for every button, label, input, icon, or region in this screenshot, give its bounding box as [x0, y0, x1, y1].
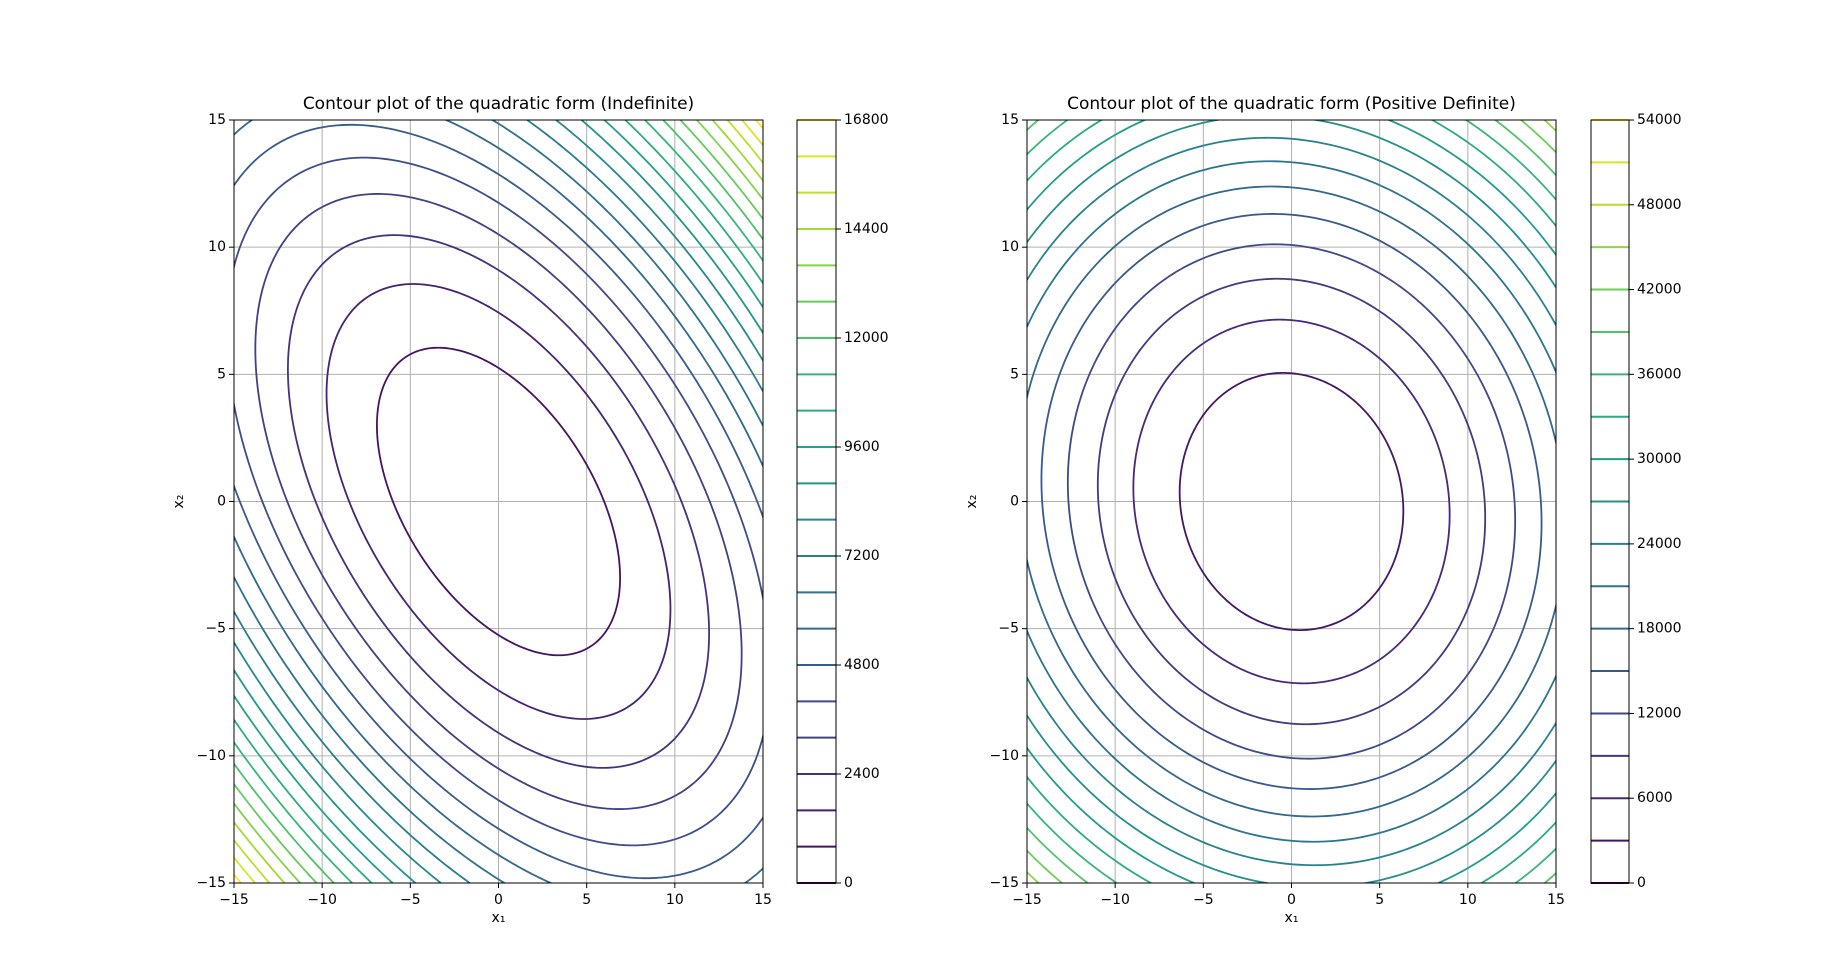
contour-line — [376, 346, 621, 657]
x-axis-label: x₁ — [1285, 910, 1299, 926]
contour-line — [1027, 120, 1556, 883]
y-tick-label: −10 — [196, 748, 226, 764]
contour-line — [1027, 136, 1556, 867]
y-tick-label: 5 — [217, 366, 226, 382]
axes-frame — [1026, 119, 1557, 884]
x-tick-label: 15 — [754, 892, 772, 908]
contour-line — [1066, 243, 1517, 760]
x-tick-label: 15 — [1547, 892, 1565, 908]
contour-line — [287, 234, 710, 769]
y-tick-label: 0 — [217, 494, 226, 510]
chart-title: Contour plot of the quadratic form (Inde… — [303, 94, 694, 114]
contour-line — [234, 120, 763, 883]
colorbar-tick-label: 12000 — [1637, 705, 1682, 721]
x-axis-label: x₁ — [492, 910, 506, 926]
x-tick-label: 5 — [1375, 892, 1384, 908]
y-tick-label: 10 — [1001, 239, 1019, 255]
colorbar-tick-label: 36000 — [1637, 366, 1682, 382]
y-tick-label: 15 — [208, 112, 226, 128]
contour-line — [234, 120, 763, 883]
colorbar-tick-label: 24000 — [1637, 536, 1682, 552]
colorbar-tick-label: 48000 — [1637, 197, 1682, 213]
x-tick-label: −15 — [219, 892, 249, 908]
contour-line — [1027, 160, 1556, 843]
colorbar-frame — [796, 119, 837, 884]
y-tick-label: 15 — [1001, 112, 1019, 128]
x-tick-label: −10 — [1100, 892, 1130, 908]
contour-line — [234, 120, 763, 883]
x-tick-label: −10 — [307, 892, 337, 908]
colorbar-tick-label: 30000 — [1637, 451, 1682, 467]
colorbar-frame — [1590, 119, 1630, 884]
contour-line — [234, 156, 763, 847]
colorbar-tick-label: 7200 — [844, 548, 880, 564]
y-axis-label: x₂ — [964, 495, 980, 509]
colorbar-tick-label: 18000 — [1637, 621, 1682, 637]
y-axis-label: x₂ — [171, 495, 187, 509]
y-tick-label: 10 — [208, 239, 226, 255]
colorbar-tick-label: 42000 — [1637, 282, 1682, 298]
contour-line — [1027, 185, 1556, 818]
x-tick-label: 0 — [494, 892, 503, 908]
colorbar-tick-label: 12000 — [844, 330, 889, 346]
contour-line — [234, 120, 763, 883]
contour-line — [1096, 277, 1487, 726]
colorbar-tick-label: 2400 — [844, 766, 880, 782]
colorbar-tick-label: 4800 — [844, 657, 880, 673]
colorbar-tick-label: 0 — [1637, 875, 1646, 891]
contour-line — [1040, 213, 1543, 790]
contour-line — [234, 120, 763, 883]
contour-line — [1027, 120, 1556, 883]
contour-line — [234, 120, 763, 883]
contour-line — [234, 123, 763, 880]
x-tick-label: 10 — [1459, 892, 1477, 908]
colorbar-tick-label: 14400 — [844, 221, 889, 237]
colorbar-tick-label: 16800 — [844, 112, 889, 128]
contour-line — [234, 120, 763, 883]
chart-title: Contour plot of the quadratic form (Posi… — [1067, 94, 1516, 114]
colorbar-tick-label: 0 — [844, 875, 853, 891]
contour-line — [1132, 318, 1451, 685]
contours — [1027, 120, 1556, 883]
x-tick-label: −15 — [1012, 892, 1042, 908]
x-tick-label: −5 — [1193, 892, 1214, 908]
contour-line — [234, 120, 763, 883]
contour-line — [254, 193, 743, 810]
y-tick-label: −5 — [205, 621, 226, 637]
contour-line — [234, 120, 763, 883]
x-tick-label: 0 — [1287, 892, 1296, 908]
y-tick-label: −10 — [989, 748, 1019, 764]
contours — [234, 120, 763, 883]
contour-line — [1178, 372, 1405, 631]
x-tick-label: 10 — [666, 892, 684, 908]
y-tick-label: −15 — [196, 875, 226, 891]
colorbar-tick-label: 9600 — [844, 439, 880, 455]
y-tick-label: −5 — [998, 621, 1019, 637]
contour-line — [325, 283, 672, 720]
x-tick-label: −5 — [400, 892, 421, 908]
contour-line — [234, 120, 763, 883]
contour-line — [234, 120, 763, 883]
contour-line — [1027, 120, 1556, 883]
contour-line — [234, 120, 763, 883]
x-tick-label: 5 — [582, 892, 591, 908]
y-tick-label: −15 — [989, 875, 1019, 891]
y-tick-label: 5 — [1010, 366, 1019, 382]
axes-frame — [233, 119, 764, 884]
colorbar-tick-label: 6000 — [1637, 790, 1673, 806]
colorbar-tick-label: 54000 — [1637, 112, 1682, 128]
y-tick-label: 0 — [1010, 494, 1019, 510]
